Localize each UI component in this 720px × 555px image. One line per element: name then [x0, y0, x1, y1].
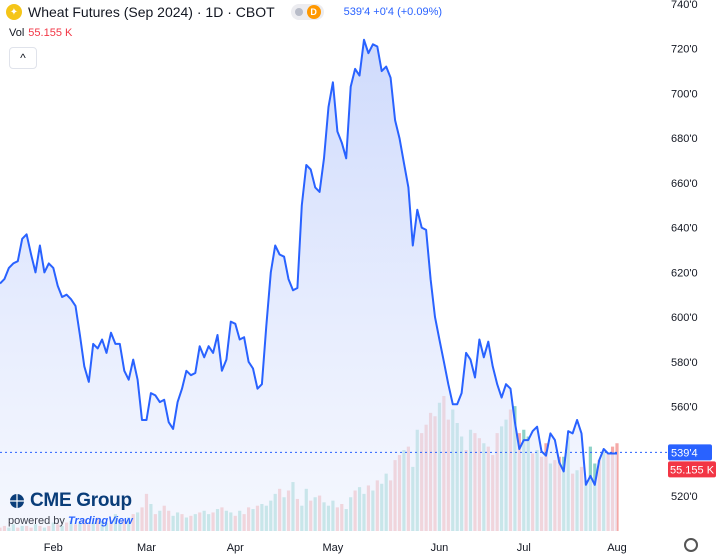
collapse-legend-button[interactable]: ^: [9, 47, 37, 69]
time-tick-label: Jul: [517, 542, 531, 554]
settings-gear-icon[interactable]: [684, 538, 698, 552]
volume-legend: Vol 55.155 K: [9, 27, 72, 39]
price-tick-label: 740'0: [671, 0, 698, 11]
quote-change: 539'4 +0'4 (+0.09%): [343, 6, 443, 18]
time-tick-label: Jun: [431, 542, 449, 554]
price-tick-label: 580'0: [671, 357, 698, 369]
powered-by-text: powered by: [8, 515, 65, 527]
price-axis: 740'0 720'0 700'0 680'0 660'0 640'0 620'0 600'0…: [671, 0, 698, 503]
volume-legend-value: 55.155 K: [28, 27, 73, 39]
powered-by[interactable]: powered by TradingView: [8, 515, 133, 527]
volume-label-tag: 55.155 K: [668, 461, 716, 478]
price-line: [0, 38, 617, 486]
volume-legend-label: Vol: [9, 27, 25, 39]
time-tick-label: May: [323, 542, 344, 554]
price-tick-label: 700'0: [671, 88, 698, 100]
price-area: [0, 39, 617, 532]
wheat-symbol-icon[interactable]: ✦: [6, 4, 22, 20]
price-tick-label: 680'0: [671, 133, 698, 145]
last-volume-label: 55.155 K: [670, 464, 715, 476]
price-tick-label: 720'0: [671, 44, 698, 56]
price-tick-label: 640'0: [671, 223, 698, 235]
time-tick-label: Apr: [227, 542, 244, 554]
price-label-tag: 539'4: [668, 444, 712, 461]
price-tick-label: 620'0: [671, 267, 698, 279]
chevron-up-icon: ^: [20, 51, 26, 65]
time-tick-label: Aug: [607, 542, 627, 554]
price-tick-label: 660'0: [671, 178, 698, 190]
cme-branding: CME Group: [8, 490, 132, 512]
price-tick-label: 520'0: [671, 491, 698, 503]
price-tick-label: 600'0: [671, 312, 698, 324]
time-axis: Feb Mar Apr May Jun Jul Aug: [44, 542, 627, 554]
chart-header: ✦ Wheat Futures (Sep 2024) · 1D · CBOT D…: [6, 2, 442, 22]
last-price-label: 539'4: [671, 447, 698, 459]
cme-globe-icon: [10, 494, 24, 508]
status-dot-icon: [294, 8, 303, 16]
time-tick-label: Feb: [44, 542, 63, 554]
delayed-badge: D: [306, 5, 321, 19]
cme-logo-text: CME Group: [30, 490, 132, 511]
tradingview-link[interactable]: TradingView: [67, 515, 133, 527]
price-tick-label: 560'0: [671, 402, 698, 414]
symbol-title[interactable]: Wheat Futures (Sep 2024) · 1D · CBOT: [28, 4, 275, 20]
market-status-pill[interactable]: D: [290, 4, 324, 20]
time-tick-label: Mar: [137, 542, 156, 554]
